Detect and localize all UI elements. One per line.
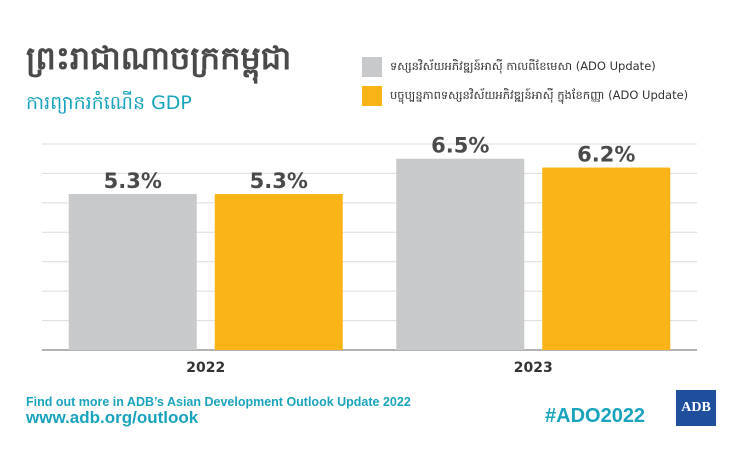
legend-label-current: បច្ចុប្បន្នភាពទស្សនវិស័យអភិវឌ្ឍន៍អាស៊ី ក… bbox=[390, 87, 689, 102]
legend: ទស្សនវិស័យអភិវឌ្ឍន៍អាស៊ី កាលពីខែមេសា (AD… bbox=[362, 56, 688, 114]
data-label-2022-series-1: 5.3% bbox=[104, 169, 162, 193]
bar-2022-series-1 bbox=[68, 194, 197, 350]
chart-title: ព្រះរាជាណាចក្រកម្ពុជា bbox=[26, 39, 292, 77]
footer-more-info: Find out more in ADB’s Asian Development… bbox=[26, 395, 411, 409]
bar-chart: 5.3% 5.3% 2022 6.5% 6.2% 2023 bbox=[42, 134, 697, 376]
legend-item-previous: ទស្សនវិស័យអភិវឌ្ឍន៍អាស៊ី កាលពីខែមេសា (AD… bbox=[362, 56, 688, 78]
chart-subtitle: ការព្យាករកំណើន GDP bbox=[26, 92, 192, 114]
legend-item-current: បច្ចុប្បន្នភាពទស្សនវិស័យអភិវឌ្ឍន៍អាស៊ី ក… bbox=[362, 85, 688, 107]
x-tick-label-2023: 2023 bbox=[514, 360, 553, 376]
legend-label-previous: ទស្សនវិស័យអភិវឌ្ឍន៍អាស៊ី កាលពីខែមេសា (AD… bbox=[390, 58, 656, 73]
legend-swatch-current bbox=[362, 86, 382, 106]
legend-swatch-previous bbox=[362, 57, 382, 77]
footer-link[interactable]: www.adb.org/outlook bbox=[26, 408, 199, 427]
bar-2022-series-2 bbox=[214, 194, 343, 350]
data-label-2023-series-2: 6.2% bbox=[577, 143, 635, 167]
bar-2023-series-2 bbox=[542, 167, 671, 350]
data-label-2023-series-1: 6.5% bbox=[431, 134, 489, 158]
adb-logo: ADB bbox=[676, 390, 716, 426]
hashtag: #ADO2022 bbox=[545, 405, 646, 427]
bar-2023-series-1 bbox=[396, 158, 525, 350]
data-label-2022-series-2: 5.3% bbox=[250, 169, 308, 193]
x-tick-label-2022: 2022 bbox=[186, 360, 225, 376]
